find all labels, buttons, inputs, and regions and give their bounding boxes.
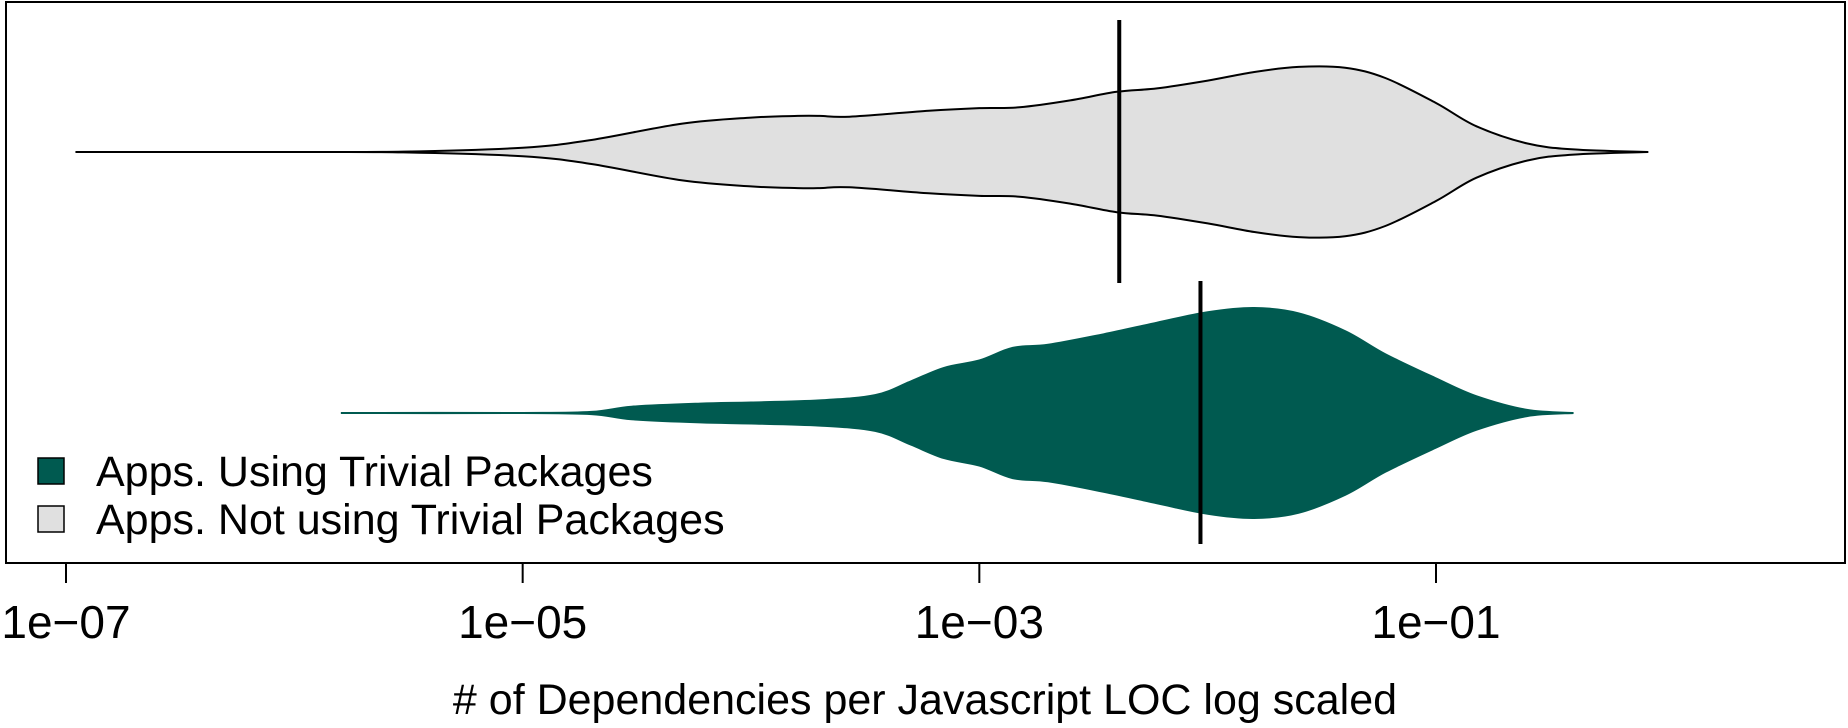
x-tick-label: 1e−05: [458, 596, 587, 648]
violin-layer: [75, 20, 1649, 544]
violin-not-using: [75, 65, 1649, 239]
x-axis-title: # of Dependencies per Javascript LOC log…: [453, 676, 1397, 724]
legend: Apps. Using Trivial Packages Apps. Not u…: [37, 448, 725, 544]
violin-using: [340, 306, 1574, 520]
x-axis: 1e−07 1e−05 1e−03 1e−01: [1, 562, 1501, 648]
x-tick-label: 1e−03: [915, 596, 1044, 648]
x-tick-label: 1e−07: [1, 596, 130, 648]
legend-swatch-not-using: [37, 505, 65, 533]
legend-swatch-using: [37, 457, 65, 485]
legend-label-not-using: Apps. Not using Trivial Packages: [96, 496, 725, 544]
legend-label-using: Apps. Using Trivial Packages: [96, 448, 653, 496]
x-tick-label: 1e−01: [1371, 596, 1500, 648]
